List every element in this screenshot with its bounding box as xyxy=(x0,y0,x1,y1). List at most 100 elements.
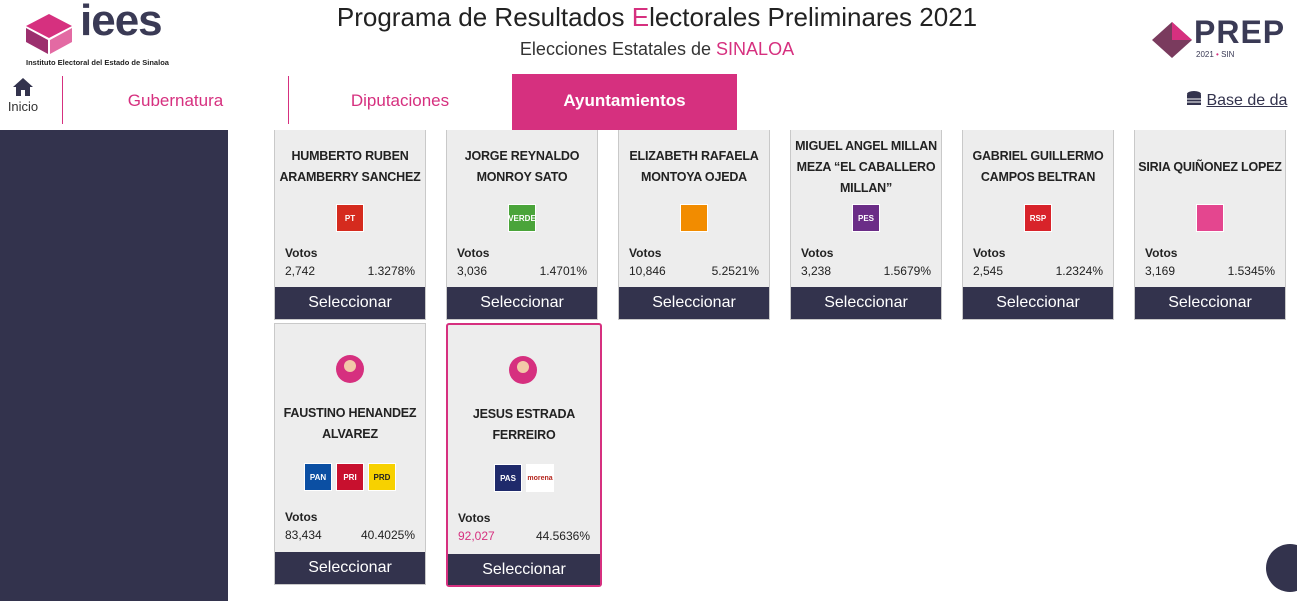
candidate-name: SIRIA QUIÑONEZ LOPEZ xyxy=(1138,159,1282,174)
candidate-card: ELIZABETH RAFAELA MONTOYA OJEDA Votos 10,8… xyxy=(618,130,770,320)
home-button[interactable]: Inicio xyxy=(0,78,46,114)
votes-percent: 44.5636% xyxy=(535,529,590,543)
votes-count: 3,169 xyxy=(1145,264,1176,278)
home-label: Inicio xyxy=(7,99,39,114)
select-button[interactable]: Seleccionar xyxy=(619,287,769,319)
party-logo: PAS xyxy=(494,464,522,492)
select-button[interactable]: Seleccionar xyxy=(448,554,600,585)
votes-percent: 1.5345% xyxy=(1227,264,1275,278)
candidate-card: HUMBERTO RUBEN ARAMBERRY SANCHEZ PT Votos 2… xyxy=(274,130,426,320)
party-logos: PAS morena xyxy=(448,464,600,492)
title-part: E xyxy=(631,2,650,32)
votes-label: Votos xyxy=(629,246,662,260)
select-button[interactable]: Seleccionar xyxy=(447,287,597,319)
votes-count: 3,238 xyxy=(801,264,832,278)
candidate-card: SIRIA QUIÑONEZ LOPEZ Votos 3,169 1.5345% Sel… xyxy=(1134,130,1286,320)
party-logo: PT xyxy=(336,204,364,232)
subtitle-part: SINALOA xyxy=(716,39,795,59)
title-part: lectorales Preliminares 2021 xyxy=(649,2,978,32)
party-logo: morena xyxy=(526,464,554,492)
party-logos: VERDE xyxy=(447,204,597,232)
votes-percent: 1.3278% xyxy=(367,264,415,278)
votes-count: 2,545 xyxy=(973,264,1004,278)
votes-label: Votos xyxy=(801,246,834,260)
party-logo: PES xyxy=(852,204,880,232)
select-button[interactable]: Seleccionar xyxy=(791,287,941,319)
prep-logo: PREP xyxy=(1194,14,1286,50)
candidate-name: FAUSTINO HENANDEZ ALVAREZ xyxy=(283,406,417,441)
votes-label: Votos xyxy=(457,246,490,260)
candidate-name: ELIZABETH RAFAELA MONTOYA OJEDA xyxy=(629,149,759,184)
votes-percent: 1.5679% xyxy=(883,264,931,278)
select-button[interactable]: Seleccionar xyxy=(1135,287,1285,319)
votes-label: Votos xyxy=(285,246,318,260)
candidate-grid: HUMBERTO RUBEN ARAMBERRY SANCHEZ PT Votos 2… xyxy=(228,130,1297,601)
candidate-name: GABRIEL GUILLERMO CAMPOS BELTRAN xyxy=(972,149,1104,184)
database-label: Base de da xyxy=(1206,92,1288,109)
nav-tab[interactable]: Ayuntamientos xyxy=(512,74,737,130)
party-logo: PAN xyxy=(304,463,332,491)
page-title: Programa de Resultados Electorales Preli… xyxy=(0,2,1297,33)
party-logos: PAN PRI PRD xyxy=(275,463,425,491)
party-logos: RSP xyxy=(963,204,1113,232)
party-logos: PES xyxy=(791,204,941,232)
party-logos xyxy=(1135,204,1285,232)
votes-percent: 40.4025% xyxy=(360,528,415,542)
party-logo xyxy=(680,204,708,232)
dot: • xyxy=(1216,50,1219,59)
database-icon xyxy=(1187,91,1201,105)
nav-separator xyxy=(288,76,289,124)
home-icon xyxy=(13,78,33,96)
candidate-name: JESUS ESTRADA FERREIRO xyxy=(472,407,576,442)
party-logos xyxy=(619,204,769,232)
nav-tab[interactable]: Diputaciones xyxy=(350,91,450,110)
sidebar xyxy=(0,130,228,601)
votes-label: Votos xyxy=(1145,246,1178,260)
select-button[interactable]: Seleccionar xyxy=(275,552,425,584)
candidate-card: JORGE REYNALDO MONROY SATO VERDE Votos 3,03… xyxy=(446,130,598,320)
logo-text: iees xyxy=(80,0,163,45)
votes-label: Votos xyxy=(973,246,1006,260)
candidate-card: MIGUEL ANGEL MILLAN MEZA “EL CABALLERO M… xyxy=(790,130,942,320)
nav-tab[interactable]: Gubernatura xyxy=(127,91,224,110)
subtitle-part: Elecciones Estatales de xyxy=(519,39,717,59)
votes-count: 92,027 xyxy=(458,529,495,543)
votes-percent: 1.4701% xyxy=(539,264,587,278)
page-subtitle: Elecciones Estatales de SINALOA xyxy=(0,39,1297,60)
candidate-card: GABRIEL GUILLERMO CAMPOS BELTRAN RSP Votos… xyxy=(962,130,1114,320)
votes-label: Votos xyxy=(285,510,318,524)
candidate-card: JESUS ESTRADA FERREIRO PAS morena Votos 92,0… xyxy=(446,323,602,587)
party-logo: RSP xyxy=(1024,204,1052,232)
candidate-name: JORGE REYNALDO MONROY SATO xyxy=(464,149,580,184)
votes-label: Votos xyxy=(458,511,491,525)
votes-count: 3,036 xyxy=(457,264,488,278)
database-link[interactable]: Base de da xyxy=(1186,91,1287,110)
candidate-avatar xyxy=(336,355,364,383)
candidate-name: MIGUEL ANGEL MILLAN MEZA “EL CABALLERO M… xyxy=(795,138,937,195)
nav-separator xyxy=(62,76,63,124)
candidate-name: HUMBERTO RUBEN ARAMBERRY SANCHEZ xyxy=(279,149,421,184)
party-logo xyxy=(1196,204,1224,232)
select-button[interactable]: Seleccionar xyxy=(963,287,1113,319)
share-button[interactable] xyxy=(1266,544,1297,592)
prep-year: 2021 xyxy=(1196,50,1214,59)
candidate-card: FAUSTINO HENANDEZ ALVAREZ PAN PRI PRD Votos 8… xyxy=(274,323,426,585)
logo-caption: Instituto Electoral del Estado de Sinalo… xyxy=(26,58,169,67)
logo-shape xyxy=(26,14,72,54)
party-logo: PRI xyxy=(336,463,364,491)
prep-state: SIN xyxy=(1221,50,1235,59)
prep-icon xyxy=(1152,22,1192,58)
candidate-avatar xyxy=(509,356,537,384)
votes-count: 2,742 xyxy=(285,264,316,278)
title-part: Programa de Resultados xyxy=(336,2,632,32)
votes-count: 10,846 xyxy=(629,264,666,278)
party-logo: PRD xyxy=(368,463,396,491)
select-button[interactable]: Seleccionar xyxy=(275,287,425,319)
votes-percent: 1.2324% xyxy=(1055,264,1103,278)
votes-count: 83,434 xyxy=(285,528,322,542)
party-logos: PT xyxy=(275,204,425,232)
prep-subtitle: 2021 • SIN xyxy=(1196,50,1234,59)
party-logo: VERDE xyxy=(508,204,536,232)
logo-icon xyxy=(26,14,72,54)
